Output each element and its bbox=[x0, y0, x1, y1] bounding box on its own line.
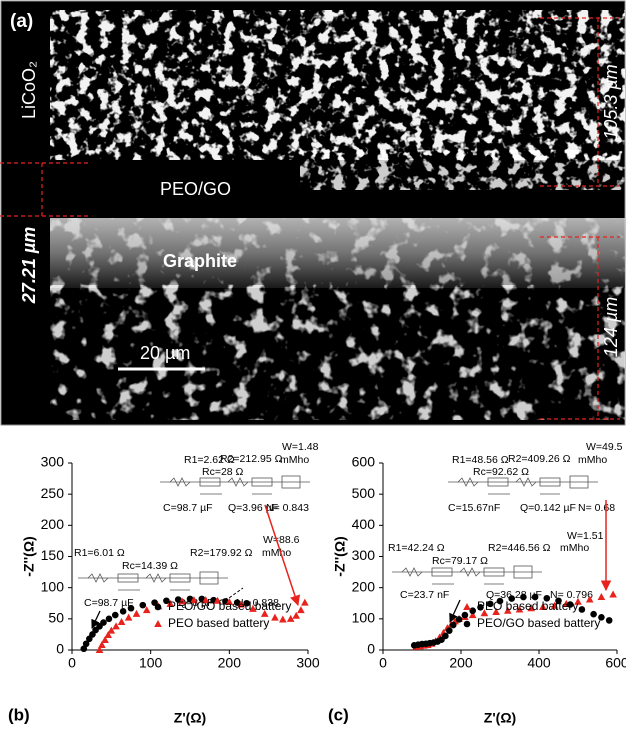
x-tick-label: 600 bbox=[605, 655, 626, 671]
annotation: R1=42.24 Ω bbox=[388, 542, 445, 554]
annotation: R2=179.92 Ω bbox=[190, 547, 253, 559]
x-axis-label: Z'(Ω) bbox=[484, 710, 516, 726]
scale-bar-label: 20 µm bbox=[140, 343, 190, 363]
sem-panel: (a) LiCoO₂ PEO/GO Graphite 27.21 µm 105.… bbox=[0, 1, 625, 425]
panel-label: (a) bbox=[10, 11, 33, 32]
data-point bbox=[297, 606, 305, 613]
annotation: R1=6.01 Ω bbox=[74, 547, 125, 559]
y-tick-label: 150 bbox=[41, 547, 65, 563]
annotation: mMho bbox=[578, 454, 607, 466]
annotation: R2=446.56 Ω bbox=[488, 542, 551, 554]
thickness-label: 124 µm bbox=[601, 297, 621, 357]
thickness-label: 27.21 µm bbox=[19, 227, 39, 304]
panel-label: (b) bbox=[8, 705, 30, 724]
annotation: Rc=28 Ω bbox=[202, 466, 244, 478]
data-point bbox=[301, 599, 309, 606]
data-point bbox=[100, 619, 107, 626]
annotation: N= 0.68 bbox=[578, 502, 615, 514]
y-tick-label: 500 bbox=[352, 485, 376, 501]
data-point bbox=[140, 602, 147, 609]
x-tick-label: 200 bbox=[449, 655, 473, 671]
annotation: R2=212.95 Ω bbox=[220, 453, 283, 465]
data-point bbox=[442, 633, 449, 640]
layer-label: LiCoO₂ bbox=[19, 61, 39, 119]
y-tick-label: 100 bbox=[352, 610, 376, 626]
data-point bbox=[579, 606, 586, 613]
legend-label: PEO/GO based battery bbox=[477, 616, 600, 630]
y-tick-label: 600 bbox=[352, 454, 376, 470]
x-tick-label: 100 bbox=[139, 655, 163, 671]
figure: (a) LiCoO₂ PEO/GO Graphite 27.21 µm 105.… bbox=[0, 0, 626, 729]
legend-marker bbox=[464, 621, 471, 628]
y-axis-label: -Z''(Ω) bbox=[332, 536, 348, 576]
data-point bbox=[456, 616, 463, 623]
annotation: C=98.7 µF bbox=[84, 597, 134, 609]
data-point bbox=[606, 617, 613, 624]
x-tick-label: 0 bbox=[68, 655, 76, 671]
y-tick-label: 300 bbox=[352, 547, 376, 563]
data-point bbox=[128, 605, 135, 612]
data-point bbox=[112, 612, 119, 619]
legend-label: PEO/GO based battery bbox=[168, 599, 291, 613]
annotation: mMho bbox=[560, 542, 589, 554]
thickness-label: 105.3 µm bbox=[601, 64, 621, 139]
annotation: W=1.48 bbox=[282, 441, 319, 453]
data-point bbox=[598, 593, 606, 600]
annotation: Rc=14.39 Ω bbox=[122, 560, 178, 572]
y-tick-label: 300 bbox=[41, 454, 65, 470]
data-point bbox=[450, 622, 457, 629]
annotation: W=88.6 bbox=[263, 534, 300, 546]
y-tick-label: 200 bbox=[352, 578, 376, 594]
y-tick-label: 50 bbox=[48, 610, 64, 626]
x-axis-label: Z'(Ω) bbox=[174, 710, 206, 726]
annotation: N= 0.843 bbox=[266, 502, 309, 514]
annotation: C=98.7 µF bbox=[163, 502, 213, 514]
legend-label: PEO based battery bbox=[168, 616, 269, 630]
data-point bbox=[125, 614, 133, 621]
data-point bbox=[462, 612, 469, 619]
data-point bbox=[469, 607, 476, 614]
data-point bbox=[279, 615, 287, 622]
annotation: Q=0.142 µF bbox=[520, 502, 576, 514]
annotation: R2=409.26 Ω bbox=[508, 453, 571, 465]
data-point bbox=[118, 618, 126, 625]
data-point bbox=[271, 614, 279, 621]
layer-label: Graphite bbox=[163, 251, 237, 271]
panel-label: (c) bbox=[328, 705, 349, 724]
annotation: R1=48.56 Ω bbox=[452, 454, 509, 466]
y-tick-label: 250 bbox=[41, 485, 65, 501]
y-tick-label: 200 bbox=[41, 516, 65, 532]
legend-marker bbox=[463, 603, 471, 610]
x-tick-label: 0 bbox=[379, 655, 387, 671]
data-point bbox=[609, 591, 617, 598]
x-tick-label: 400 bbox=[527, 655, 551, 671]
layer-label: PEO/GO bbox=[160, 179, 231, 199]
data-point bbox=[120, 608, 127, 615]
y-tick-label: 100 bbox=[41, 578, 65, 594]
x-tick-label: 200 bbox=[218, 655, 242, 671]
legend-label: PEO based battery bbox=[477, 599, 578, 613]
annotation: W=1.51 bbox=[567, 530, 604, 542]
y-tick-label: 400 bbox=[352, 516, 376, 532]
circuit-annotations: R1=2.62 Ω Rc=28 Ω R2=212.95 Ω W=1.48 mMh… bbox=[74, 441, 623, 609]
legend-marker bbox=[155, 604, 162, 611]
annotation: mMho bbox=[280, 454, 309, 466]
legend-marker bbox=[154, 620, 162, 627]
annotation: Rc=79.17 Ω bbox=[432, 555, 488, 567]
y-tick-label: 0 bbox=[367, 641, 375, 657]
annotation: mMho bbox=[262, 547, 291, 559]
annotation: Rc=92.62 Ω bbox=[473, 466, 529, 478]
y-tick-label: 0 bbox=[56, 641, 64, 657]
y-axis-label: -Z''(Ω) bbox=[21, 536, 37, 576]
annotation: C=23.7 nF bbox=[400, 589, 449, 601]
annotation: W=49.5 bbox=[586, 441, 623, 453]
data-point bbox=[106, 616, 113, 623]
data-point bbox=[446, 627, 453, 634]
data-point bbox=[133, 610, 141, 617]
annotation: C=15.67nF bbox=[448, 502, 500, 514]
x-tick-label: 300 bbox=[296, 655, 320, 671]
